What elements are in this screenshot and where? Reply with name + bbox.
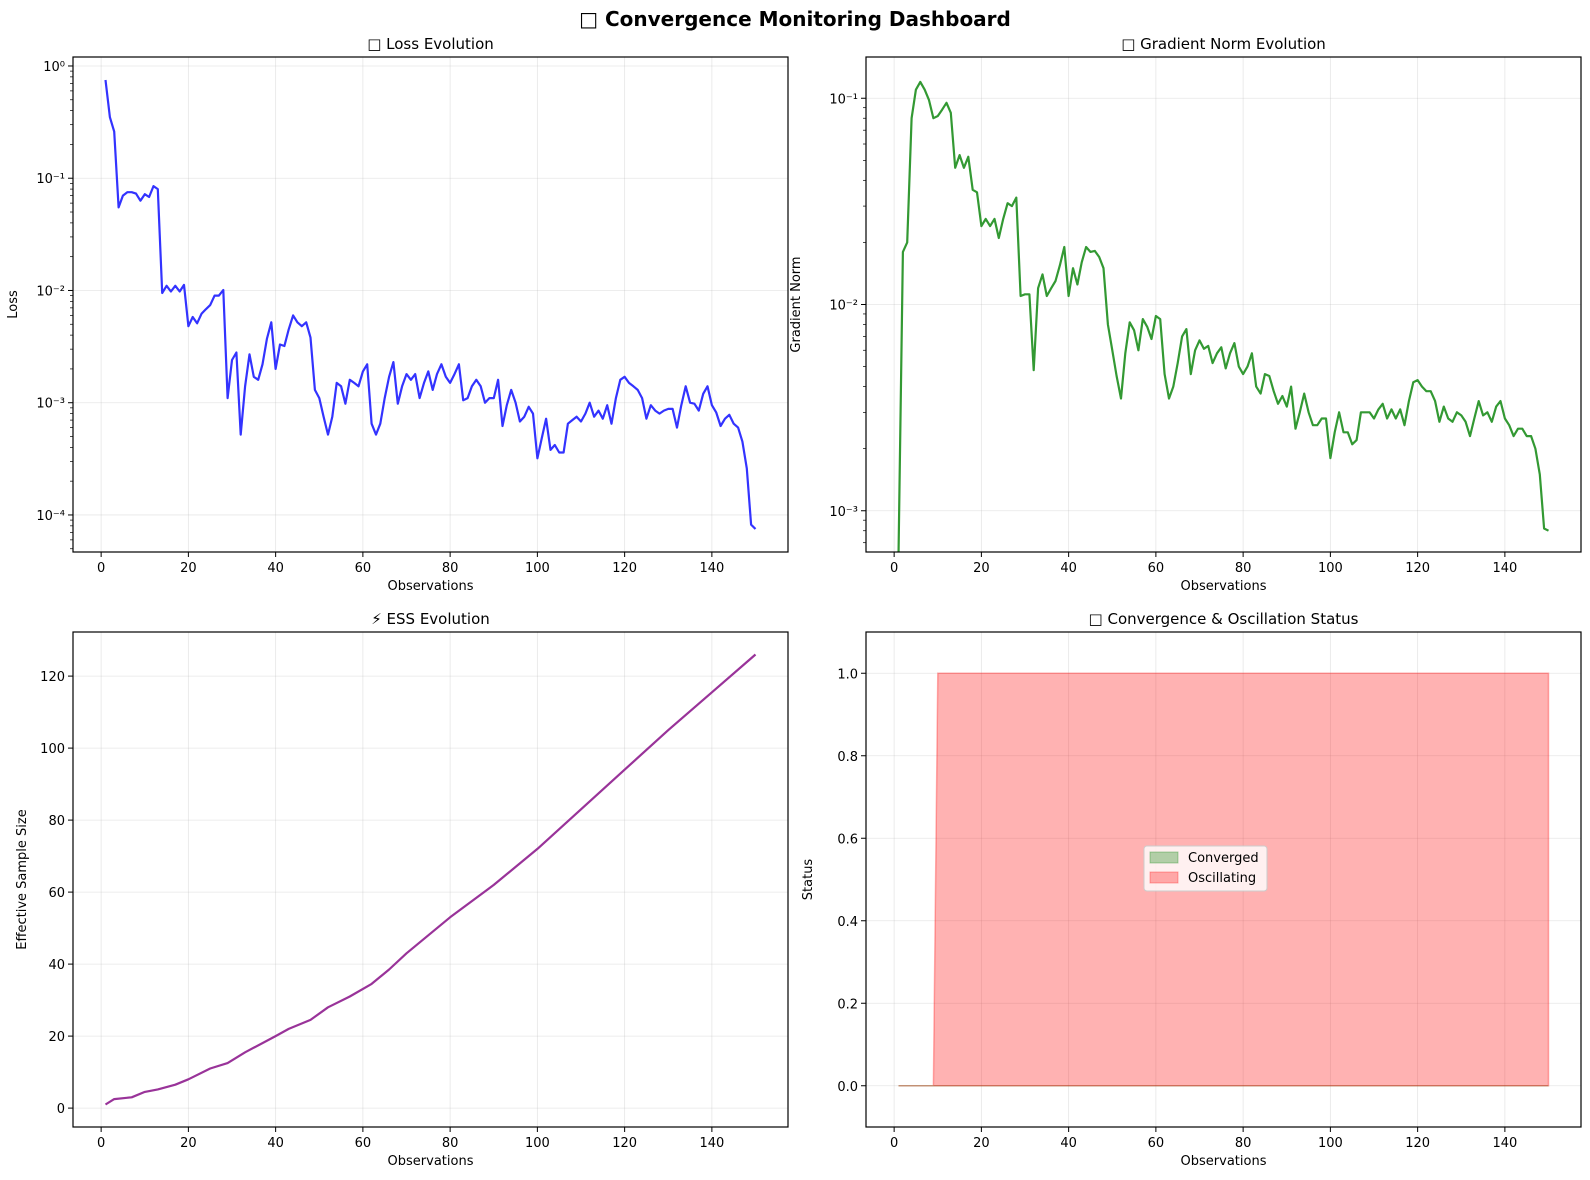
y-tick-label: 0: [57, 1102, 65, 1117]
gradient-norm-panel: 0 20 40 60 80 100 120 140 10⁻¹ 10⁻² 10⁻³ □ Gradient…: [789, 35, 1582, 594]
loss-data: [104, 79, 757, 530]
x-tick-label: 0: [97, 561, 105, 576]
x-tick-label: 20: [973, 1136, 990, 1151]
y-tick-label: 10⁻¹: [36, 172, 65, 187]
status-panel: Converged Oscillating 0 20 40 60 80 100 120 140 0.…: [801, 610, 1582, 1169]
y-tick-label: 10⁰: [43, 60, 65, 75]
x-tick-label: 100: [1318, 1136, 1343, 1151]
axes-frame: [72, 631, 789, 1128]
y-tick-label: 0.2: [837, 997, 858, 1012]
ess-x-axis-label: Observations: [388, 1154, 474, 1169]
y-tick-label: 10⁻²: [36, 284, 65, 299]
status-title: □ Convergence & Oscillation Status: [1089, 610, 1359, 628]
y-tick-label: 0.6: [837, 832, 858, 847]
x-tick-label: 140: [1492, 561, 1517, 576]
x-tick-label: 40: [1060, 561, 1077, 576]
x-tick-label: 60: [1148, 561, 1165, 576]
gradient-norm-data: [897, 80, 1549, 552]
x-tick-label: 80: [442, 1136, 459, 1151]
x-tick-label: 20: [180, 561, 197, 576]
x-tick-label: 100: [1318, 561, 1343, 576]
x-tick-label: 140: [699, 561, 724, 576]
y-tick-label: 0.4: [837, 915, 858, 930]
ess-title: ⚡ ESS Evolution: [371, 610, 490, 628]
dashboard-title: □ Convergence Monitoring Dashboard: [579, 7, 1011, 31]
loss-title: □ Loss Evolution: [367, 35, 494, 53]
x-tick-label: 100: [525, 561, 550, 576]
x-tick-label: 140: [699, 1136, 724, 1151]
y-tick-label: 10⁻²: [829, 299, 858, 314]
y-tick-label: 10⁻⁴: [36, 509, 65, 524]
x-tick-label: 60: [355, 561, 372, 576]
x-tick-label: 40: [1060, 1136, 1077, 1151]
y-tick-label: 40: [48, 958, 65, 973]
loss-x-axis-label: Observations: [388, 579, 474, 594]
x-tick-label: 120: [612, 1136, 637, 1151]
x-tick-label: 120: [1405, 561, 1430, 576]
x-tick-label: 0: [97, 1136, 105, 1151]
y-tick-label: 80: [48, 814, 65, 829]
legend: Converged Oscillating: [1143, 845, 1268, 892]
x-tick-label: 80: [442, 561, 459, 576]
loss-panel: 0 20 40 60 80 100 120 140 10⁰ 10⁻¹ 10⁻² 10⁻³ 10⁻⁴ □ L…: [6, 35, 789, 594]
legend-box: [1143, 845, 1268, 892]
y-tick-label: 10⁻³: [36, 397, 65, 412]
x-tick-label: 120: [1405, 1136, 1430, 1151]
x-tick-label: 140: [1492, 1136, 1517, 1151]
legend-label-oscillating: Oscillating: [1188, 871, 1256, 886]
y-tick-label: 0.0: [837, 1080, 858, 1095]
status-y-axis-label: Status: [801, 859, 816, 901]
y-tick-label: 0.8: [837, 750, 858, 765]
legend-label-converged: Converged: [1188, 851, 1259, 866]
x-tick-label: 20: [180, 1136, 197, 1151]
x-tick-label: 0: [890, 1136, 898, 1151]
loss-line: [104, 79, 757, 530]
y-tick-label: 10⁻³: [829, 505, 858, 520]
y-tick-label: 100: [40, 742, 65, 757]
x-tick-label: 80: [1235, 1136, 1252, 1151]
x-tick-label: 0: [890, 561, 898, 576]
gradient-norm-line: [897, 80, 1549, 552]
legend-swatch-converged: [1149, 851, 1179, 864]
axes-frame: [865, 631, 1582, 1128]
gradient-norm-title: □ Gradient Norm Evolution: [1121, 35, 1326, 53]
y-tick-label: 10⁻¹: [829, 92, 858, 107]
axes-frame: [72, 56, 789, 553]
x-tick-label: 40: [267, 561, 284, 576]
ess-panel: 0 20 40 60 80 100 120 140 0 20 40 60 80 100 120 ⚡ ESS E…: [15, 610, 789, 1169]
loss-y-axis-label: Loss: [6, 290, 21, 319]
x-tick-label: 120: [612, 561, 637, 576]
x-tick-label: 80: [1235, 561, 1252, 576]
x-tick-label: 100: [525, 1136, 550, 1151]
y-tick-label: 120: [40, 670, 65, 685]
status-x-axis-label: Observations: [1181, 1154, 1267, 1169]
x-tick-label: 40: [267, 1136, 284, 1151]
legend-swatch-oscillating: [1149, 871, 1179, 884]
gradient-norm-x-axis-label: Observations: [1181, 579, 1267, 594]
gradient-norm-y-axis-label: Gradient Norm: [789, 256, 804, 352]
y-tick-label: 20: [48, 1030, 65, 1045]
ess-line: [104, 653, 757, 1106]
x-tick-label: 20: [973, 561, 990, 576]
x-tick-label: 60: [355, 1136, 372, 1151]
y-tick-label: 1.0: [837, 667, 858, 682]
ess-data: [104, 653, 757, 1106]
x-tick-label: 60: [1148, 1136, 1165, 1151]
ess-y-axis-label: Effective Sample Size: [15, 809, 30, 949]
panels: 0 20 40 60 80 100 120 140 10⁰ 10⁻¹ 10⁻² 10⁻³ 10⁻⁴ □ L…: [6, 35, 1582, 1169]
y-tick-label: 60: [48, 886, 65, 901]
